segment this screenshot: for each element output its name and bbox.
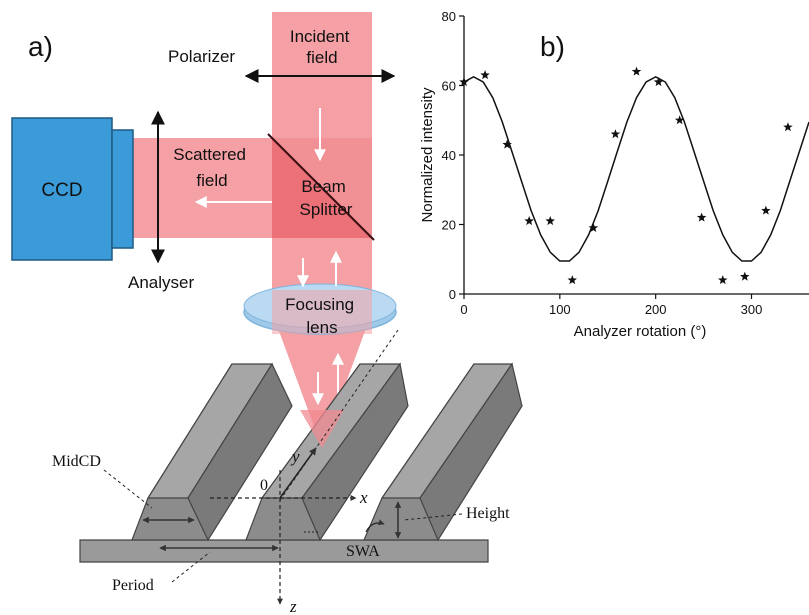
data-point-star [545, 216, 555, 226]
data-point-star [567, 275, 577, 285]
y-tick-label: 80 [442, 9, 456, 24]
grating-line [363, 362, 523, 542]
x-tick-label: 0 [460, 302, 467, 317]
x-tick-label: 100 [549, 302, 571, 317]
height-label: Height [466, 505, 510, 522]
midcd-label: MidCD [52, 453, 101, 470]
data-point-star [718, 275, 728, 285]
data-point-star [740, 271, 750, 281]
focus-spot [300, 410, 344, 448]
data-point-star [480, 70, 490, 80]
polarizer-label: Polarizer [168, 47, 235, 66]
grating-line [131, 362, 293, 542]
swa-label: SWA [346, 543, 380, 560]
y-tick-label: 60 [442, 79, 456, 94]
data-point-star [588, 223, 599, 232]
scattered-field-label: Scattered field [173, 145, 251, 190]
ccd-label: CCD [41, 180, 82, 201]
incidence-guide [279, 329, 399, 501]
height-leader [403, 513, 463, 521]
data-point-star [653, 77, 664, 87]
data-point-star [674, 115, 685, 125]
midcd-leader [103, 469, 153, 509]
analyser-label: Analyser [128, 273, 194, 292]
data-point-star [459, 77, 469, 87]
y-tick-label: 20 [442, 218, 456, 233]
y-axis-title: Normalized intensity [419, 87, 436, 223]
beam-splitter-mirror [267, 133, 375, 241]
period-leader [171, 551, 211, 583]
data-point-star [783, 122, 793, 132]
intensity-chart: b) 0 20 40 60 80 0 100 200 300 Normalized intens… [419, 9, 809, 340]
x-tick-label: 300 [741, 302, 763, 317]
x-tick-label: 200 [645, 302, 667, 317]
grating: MidCD Height SWA Period 0 x y z [52, 329, 523, 615]
x-axis-label: x [359, 488, 368, 507]
data-point-star [761, 205, 771, 215]
focusing-cone [272, 312, 372, 448]
y-tick-label: 40 [442, 148, 456, 163]
ccd-nose [111, 129, 134, 249]
data-point-star [696, 212, 707, 222]
incident-field-label: Incident field [290, 27, 354, 67]
z-axis-label: z [289, 597, 297, 615]
fit-curve [463, 75, 809, 262]
swa-angle-arc [365, 519, 385, 533]
y-axis [279, 447, 317, 499]
ccd-body [11, 117, 113, 261]
data-point-star [610, 129, 621, 139]
period-label: Period [112, 577, 154, 594]
y-axis-label: y [290, 447, 300, 466]
optical-setup: a) Incident field Polarizer Scattered fi… [11, 12, 397, 448]
x-axis-title: Analyzer rotation (°) [574, 323, 707, 340]
data-point-star [631, 66, 642, 76]
substrate [79, 539, 489, 563]
data-point-star [524, 216, 534, 226]
y-tick-label: 0 [449, 287, 456, 302]
lens-beam-overlap [272, 290, 372, 334]
origin-label: 0 [260, 477, 268, 494]
panel-b-label: b) [540, 31, 565, 62]
data-point-star [502, 139, 512, 149]
beam-splitter-label: Beam Splitter [300, 177, 353, 219]
panel-a-label: a) [28, 31, 53, 62]
focusing-lens-label: Focusing lens [285, 295, 359, 337]
